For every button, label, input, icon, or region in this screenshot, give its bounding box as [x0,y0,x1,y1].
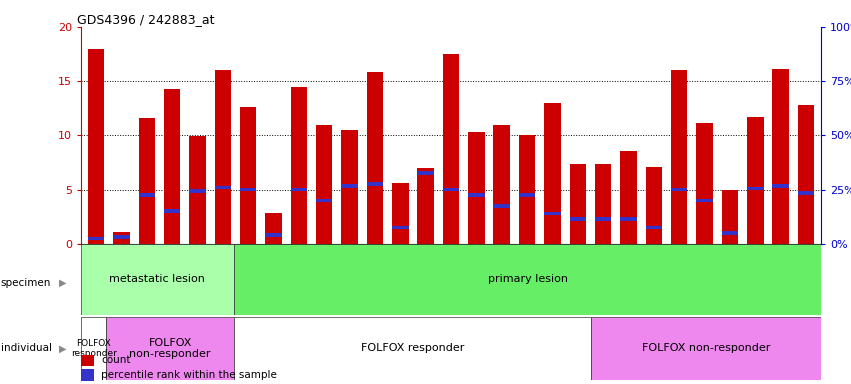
Bar [291,188,307,192]
Bar [291,86,307,244]
Bar [164,89,180,244]
Bar [797,105,814,244]
Text: FOLFOX
responder: FOLFOX responder [71,339,117,358]
Bar [88,237,105,240]
Text: primary lesion: primary lesion [488,274,568,285]
Bar [214,185,231,189]
Bar [747,117,763,244]
Bar [646,226,662,230]
Bar [113,232,129,244]
Bar [113,235,129,239]
Bar [139,193,155,197]
Bar [468,132,484,244]
Bar [646,167,662,244]
Bar [494,204,510,208]
Bar [214,70,231,244]
Bar [266,233,282,237]
Bar [443,54,460,244]
Bar [620,217,637,221]
Bar [569,164,586,244]
Text: FOLFOX non-responder: FOLFOX non-responder [643,343,770,354]
Bar [494,124,510,244]
Bar [341,130,358,244]
Text: individual: individual [1,343,52,353]
Bar [88,49,105,244]
Text: specimen: specimen [1,278,51,288]
Bar [81,355,94,366]
Bar [341,184,358,188]
Bar [591,317,821,380]
Bar [595,164,611,244]
Bar [392,183,408,244]
Bar [418,171,434,175]
Bar [164,209,180,213]
Bar [468,193,484,197]
Text: ▶: ▶ [59,343,66,353]
Bar [234,244,821,315]
Bar [316,199,333,202]
Bar [595,217,611,221]
Bar [316,124,333,244]
Bar [519,136,535,244]
Bar [106,317,234,380]
Bar [234,317,591,380]
Bar [240,188,256,192]
Bar [418,168,434,244]
Text: ▶: ▶ [59,278,66,288]
Bar [696,123,713,244]
Bar [620,151,637,244]
Bar [671,70,688,244]
Bar [797,191,814,195]
Bar [443,188,460,192]
Bar [367,73,383,244]
Bar [569,217,586,221]
Text: FOLFOX responder: FOLFOX responder [361,343,465,354]
Text: count: count [101,355,131,365]
Bar [722,190,738,244]
Bar [139,118,155,244]
Bar [747,187,763,190]
Bar [671,188,688,192]
Bar [392,226,408,230]
Text: percentile rank within the sample: percentile rank within the sample [101,370,277,380]
Bar [81,244,234,315]
Bar [81,369,94,381]
Bar [240,107,256,244]
Text: GDS4396 / 242883_at: GDS4396 / 242883_at [77,13,214,26]
Bar [189,136,206,244]
Bar [367,182,383,186]
Bar [544,103,561,244]
Bar [189,189,206,193]
Bar [81,317,106,380]
Bar [722,231,738,235]
Bar [519,193,535,197]
Bar [266,214,282,244]
Bar [773,184,789,188]
Text: metastatic lesion: metastatic lesion [110,274,205,285]
Bar [696,199,713,202]
Bar [544,212,561,215]
Bar [773,69,789,244]
Text: FOLFOX
non-responder: FOLFOX non-responder [129,338,211,359]
